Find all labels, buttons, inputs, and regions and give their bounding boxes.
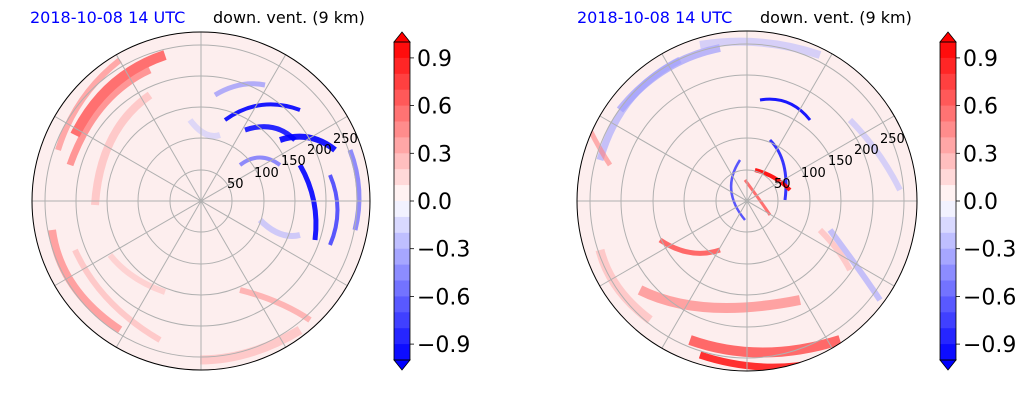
left-title-variable: down. vent. (9 km) [213,8,365,27]
right-colorbar-step [940,216,956,234]
right-colorbar-tick-label: 0.9 [963,47,998,72]
right-colorbar-step [940,105,956,122]
right-colorbar-step [940,201,956,218]
left-colorbar-step [394,42,410,59]
right-colorbar-step [940,42,956,59]
right-colorbar-tick-label: −0.9 [963,333,1016,358]
left-radial-label-50: 50 [227,177,244,192]
left-colorbar-step [394,296,410,313]
right-title-date: 2018-10-08 14 UTC [577,8,732,27]
left-colorbar: 0.9 0.6 0.3 0.0 −0.3 −0.6 −0.9 [393,31,470,371]
left-colorbar-tick-label: 0.3 [417,142,452,167]
right-colorbar-extend-min [939,359,957,371]
right-colorbar: 0.9 0.6 0.3 0.0 −0.3 −0.6 −0.9 [939,31,1016,371]
right-colorbar-step [940,153,956,170]
right-colorbar-tick-label: 0.6 [963,95,998,120]
left-colorbar-tick-label: 0.6 [417,95,452,120]
left-colorbar-step [394,57,410,75]
right-radial-label-50: 50 [774,177,791,192]
right-colorbar-step [940,344,956,361]
right-panel: 2018-10-08 14 UTC down. vent. (9 km) [576,8,1016,372]
right-colorbar-step [940,121,956,138]
right-polar-grid [577,31,917,371]
left-colorbar-step [394,280,410,297]
left-colorbar-extend-min [393,359,411,371]
left-colorbar-step [394,73,410,91]
left-colorbar-step [394,105,410,122]
right-colorbar-step [940,89,956,107]
right-radial-label-200: 200 [854,143,879,158]
left-colorbar-step [394,248,410,266]
left-colorbar-tick-label: −0.6 [417,285,470,310]
left-colorbar-step [394,89,410,107]
right-colorbar-step [940,296,956,313]
right-grid-spoke-120 [661,53,833,349]
left-radial-label-250: 250 [333,132,358,147]
right-colorbar-step [940,73,956,91]
right-colorbar-tick-label: 0.0 [963,190,998,215]
left-polar-plot: 50 100 150 200 250 [31,31,371,371]
left-colorbar-step [394,216,410,234]
left-colorbar-step [394,344,410,361]
right-radial-label-150: 150 [828,154,853,169]
left-colorbar-steps [393,31,411,371]
left-colorbar-step [394,201,410,218]
right-colorbar-steps [939,31,957,371]
left-colorbar-extend-max [393,31,411,43]
left-colorbar-tick-label: −0.9 [417,333,470,358]
right-colorbar-step [940,185,956,202]
left-panel: 2018-10-08 14 UTC down. vent. (9 km) [30,8,470,371]
left-colorbar-step [394,312,410,329]
left-plot-border [31,31,371,371]
right-colorbar-step [940,248,956,266]
left-radial-label-200: 200 [307,143,332,158]
left-radial-label-100: 100 [254,166,279,181]
right-title-variable: down. vent. (9 km) [760,8,912,27]
left-grid-spoke-120 [116,54,286,348]
right-colorbar-step [940,169,956,186]
right-field [587,37,903,371]
left-colorbar-step [394,153,410,170]
left-colorbar-step [394,328,410,345]
left-colorbar-step [394,185,410,202]
left-colorbar-tick-label: 0.9 [417,47,452,72]
left-field [48,50,362,365]
right-colorbar-step [940,57,956,75]
left-colorbar-step [394,264,410,281]
left-colorbar-tick-label: 0.0 [417,190,452,215]
right-colorbar-step [940,264,956,281]
right-colorbar-ticks: 0.9 0.6 0.3 0.0 −0.3 −0.6 −0.9 [956,47,1016,358]
right-polar-plot: 50 100 150 200 250 [576,30,918,372]
right-colorbar-step [940,312,956,329]
left-colorbar-step [394,169,410,186]
left-colorbar-step [394,232,410,250]
right-colorbar-tick-label: 0.3 [963,142,998,167]
left-polar-grid [32,32,370,370]
right-colorbar-step [940,280,956,297]
right-colorbar-step [940,137,956,154]
right-colorbar-step [940,328,956,345]
left-title-date: 2018-10-08 14 UTC [30,8,185,27]
right-plot-border [576,30,918,372]
left-colorbar-step [394,137,410,154]
right-radial-label-250: 250 [880,132,905,147]
left-colorbar-step [394,121,410,138]
right-colorbar-tick-label: −0.3 [963,238,1016,263]
right-radial-label-100: 100 [801,166,826,181]
right-colorbar-tick-label: −0.6 [963,285,1016,310]
right-colorbar-step [940,232,956,250]
left-colorbar-ticks: 0.9 0.6 0.3 0.0 −0.3 −0.6 −0.9 [410,47,470,358]
left-colorbar-tick-label: −0.3 [417,238,470,263]
right-colorbar-extend-max [939,31,957,43]
left-radial-label-150: 150 [281,154,306,169]
